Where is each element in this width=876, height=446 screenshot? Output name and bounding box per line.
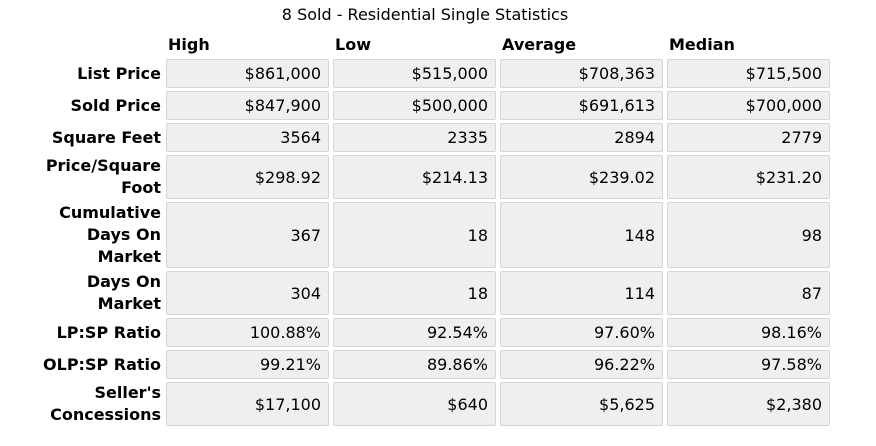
value-cell: $5,625 bbox=[500, 382, 663, 426]
value-cell: $861,000 bbox=[166, 59, 329, 88]
header-row: High Low Average Median bbox=[4, 35, 830, 56]
value-cell: $298.92 bbox=[166, 155, 329, 199]
value-cell: 100.88% bbox=[166, 318, 329, 347]
value-cell: $231.20 bbox=[667, 155, 830, 199]
value-cell: 97.58% bbox=[667, 350, 830, 379]
row-label: List Price bbox=[77, 63, 161, 83]
value-cell: 367 bbox=[166, 202, 329, 268]
value-cell: 2779 bbox=[667, 123, 830, 152]
table-row: LP:SP Ratio 100.88% 92.54% 97.60% 98.16% bbox=[4, 318, 830, 347]
column-header-high: High bbox=[168, 35, 210, 54]
table-row: OLP:SP Ratio 99.21% 89.86% 96.22% 97.58% bbox=[4, 350, 830, 379]
value-cell: 3564 bbox=[166, 123, 329, 152]
row-label: Price/Square Foot bbox=[45, 156, 161, 197]
value-cell: 18 bbox=[333, 202, 496, 268]
table-row: Days On Market 304 18 114 87 bbox=[4, 271, 830, 315]
value-cell: $715,500 bbox=[667, 59, 830, 88]
row-label: LP:SP Ratio bbox=[56, 322, 161, 342]
table-row: List Price $861,000 $515,000 $708,363 $715,5… bbox=[4, 59, 830, 88]
table-body: List Price $861,000 $515,000 $708,363 $715,5… bbox=[4, 59, 830, 426]
value-cell: 92.54% bbox=[333, 318, 496, 347]
value-cell: 98 bbox=[667, 202, 830, 268]
value-cell: 97.60% bbox=[500, 318, 663, 347]
column-header-median: Median bbox=[669, 35, 735, 54]
value-cell: $500,000 bbox=[333, 91, 496, 120]
value-cell: $847,900 bbox=[166, 91, 329, 120]
row-label: Square Feet bbox=[51, 127, 161, 147]
value-cell: $708,363 bbox=[500, 59, 663, 88]
value-cell: $640 bbox=[333, 382, 496, 426]
value-cell: 114 bbox=[500, 271, 663, 315]
value-cell: $239.02 bbox=[500, 155, 663, 199]
value-cell: $2,380 bbox=[667, 382, 830, 426]
row-label: Cumulative Days On Market bbox=[59, 203, 161, 266]
row-label: Days On Market bbox=[86, 272, 161, 313]
table-row: Seller's Concessions $17,100 $640 $5,625 $2,… bbox=[4, 382, 830, 426]
value-cell: $700,000 bbox=[667, 91, 830, 120]
value-cell: 2894 bbox=[500, 123, 663, 152]
row-label: Seller's Concessions bbox=[50, 383, 161, 424]
table-row: Square Feet 3564 2335 2894 2779 bbox=[4, 123, 830, 152]
page-title: 8 Sold - Residential Single Statistics bbox=[281, 5, 569, 24]
value-cell: $214.13 bbox=[333, 155, 496, 199]
value-cell: 18 bbox=[333, 271, 496, 315]
value-cell: 148 bbox=[500, 202, 663, 268]
value-cell: 96.22% bbox=[500, 350, 663, 379]
value-cell: $691,613 bbox=[500, 91, 663, 120]
value-cell: 87 bbox=[667, 271, 830, 315]
corner-cell bbox=[4, 35, 162, 56]
column-header-low: Low bbox=[335, 35, 371, 54]
table-row: Sold Price $847,900 $500,000 $691,613 $700,0… bbox=[4, 91, 830, 120]
value-cell: $17,100 bbox=[166, 382, 329, 426]
value-cell: 99.21% bbox=[166, 350, 329, 379]
row-label: Sold Price bbox=[70, 95, 161, 115]
column-header-average: Average bbox=[502, 35, 577, 54]
value-cell: 2335 bbox=[333, 123, 496, 152]
value-cell: 89.86% bbox=[333, 350, 496, 379]
value-cell: 304 bbox=[166, 271, 329, 315]
value-cell: $515,000 bbox=[333, 59, 496, 88]
row-label: OLP:SP Ratio bbox=[43, 354, 161, 374]
table-row: Cumulative Days On Market 367 18 148 98 bbox=[4, 202, 830, 268]
statistics-table: High Low Average Median List Price $861,000 $… bbox=[0, 32, 834, 429]
table-row: Price/Square Foot $298.92 $214.13 $239.02 $2… bbox=[4, 155, 830, 199]
value-cell: 98.16% bbox=[667, 318, 830, 347]
